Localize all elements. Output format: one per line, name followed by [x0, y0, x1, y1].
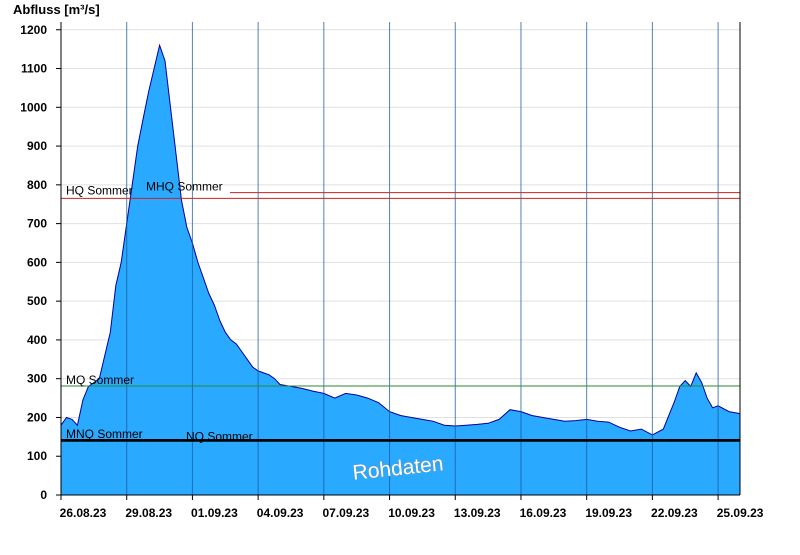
- x-tick-label: 13.09.23: [454, 506, 501, 520]
- x-tick-label: 19.09.23: [585, 506, 632, 520]
- x-tick-label: 22.09.23: [651, 506, 698, 520]
- data-series: [60, 43, 741, 496]
- x-tick-label: 07.09.23: [322, 506, 369, 520]
- discharge-area: [61, 45, 740, 496]
- day-lines: [126, 22, 719, 495]
- x-tick-label: 01.09.23: [191, 506, 238, 520]
- ref-line-label: HQ Sommer: [66, 183, 133, 197]
- x-tick-label: 29.08.23: [125, 506, 172, 520]
- axes: 0 100 200 300 400 500 600 700 800 900 1000 1100 1200…: [20, 22, 764, 520]
- y-tick-label: 500: [27, 294, 47, 308]
- y-tick-label: 1200: [20, 23, 47, 37]
- x-tick-label: 16.09.23: [520, 506, 567, 520]
- x-tick-label: 04.09.23: [257, 506, 304, 520]
- y-tick-label: 400: [27, 333, 47, 347]
- ref-line-label: MNQ Sommer: [66, 427, 143, 441]
- y-tick-label: 100: [27, 449, 47, 463]
- ref-line-label: NQ Sommer: [186, 430, 253, 444]
- x-tick-label: 10.09.23: [388, 506, 435, 520]
- discharge-line: [60, 43, 741, 436]
- x-tick-label: 25.09.23: [717, 506, 764, 520]
- y-tick-label: 600: [27, 255, 47, 269]
- ref-line-label: MHQ Sommer: [146, 180, 223, 194]
- y-tick-label: 1000: [20, 100, 47, 114]
- y-tick-label: 0: [40, 488, 47, 502]
- ref-line-label: MQ Sommer: [66, 373, 134, 387]
- x-tick-label: 26.08.23: [60, 506, 107, 520]
- y-tick-label: 900: [27, 139, 47, 153]
- reference-lines: HQ Sommer MHQ Sommer MQ Sommer MNQ Sommer NQ…: [61, 180, 740, 444]
- y-axis-label: Abfluss [m³/s]: [13, 2, 100, 17]
- y-tick-label: 300: [27, 372, 47, 386]
- y-tick-label: 200: [27, 410, 47, 424]
- y-tick-label: 700: [27, 217, 47, 231]
- y-tick-label: 800: [27, 178, 47, 192]
- y-tick-label: 1100: [21, 62, 47, 76]
